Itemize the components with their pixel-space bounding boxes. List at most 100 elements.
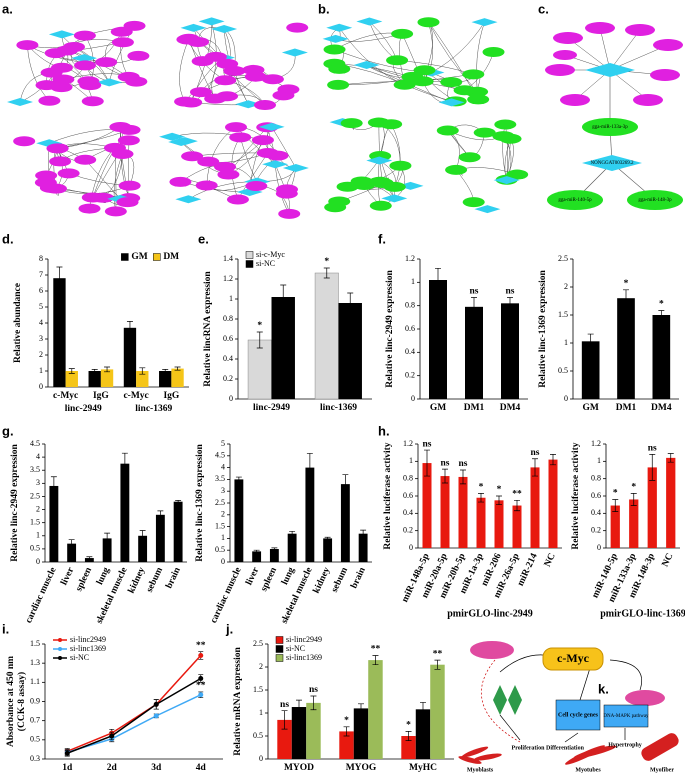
- bar: [65, 371, 78, 387]
- y-tick-label: 0: [229, 394, 233, 403]
- mirna-node: [118, 180, 141, 191]
- significance-label: ns: [648, 444, 657, 454]
- bar: [647, 467, 657, 548]
- panel-label: k.: [598, 681, 609, 696]
- mirna-node: [386, 55, 409, 66]
- error-bar: [306, 453, 313, 483]
- legend-swatch: [58, 656, 62, 660]
- mirna-node: [117, 71, 140, 82]
- mirna-node: [46, 143, 69, 154]
- bar: [234, 479, 244, 562]
- cells: [458, 733, 679, 765]
- x-tick-label: DM4: [500, 403, 521, 413]
- panel-label: b.: [318, 1, 330, 16]
- mirna-node: [380, 119, 403, 130]
- mirna-node: [40, 67, 63, 78]
- significance-label: ns: [506, 287, 515, 297]
- point: [109, 733, 115, 739]
- error-bar: [442, 468, 448, 484]
- y-tick-label: 0.8: [405, 300, 415, 309]
- y-tick-label: 1: [411, 277, 415, 286]
- mirna-node: [547, 190, 603, 210]
- significance-label: *: [344, 716, 349, 726]
- mirna-node: [117, 135, 140, 146]
- y-tick-label: 0.5: [30, 544, 40, 553]
- error-bar: [271, 547, 278, 551]
- networks: [7, 17, 529, 219]
- mirna-node: [371, 178, 394, 189]
- bar: [358, 533, 368, 562]
- error-bar: [532, 458, 538, 477]
- y-tick-label: 1.2: [405, 254, 415, 263]
- x-tick-label: liver: [59, 565, 76, 587]
- mirna-node: [506, 169, 529, 180]
- mirna-node: [181, 151, 204, 162]
- mirna-node: [224, 122, 247, 133]
- x-tick-label: GM: [582, 403, 598, 413]
- y-tick-label: 1: [597, 456, 601, 465]
- x-tick-label: 4d: [196, 763, 207, 773]
- error-bar: [289, 530, 296, 537]
- error-bar: [649, 454, 656, 481]
- y-tick-label: 3.5: [215, 474, 225, 483]
- mirna-node: [336, 181, 359, 192]
- error-bar: [174, 366, 181, 371]
- bar: [339, 731, 354, 759]
- y-axis-label: Relative luciferase activity: [383, 442, 393, 549]
- y-tick-label: 0: [564, 394, 568, 403]
- y-tick-label: 0.8: [591, 473, 601, 482]
- significance-label: ns: [423, 439, 432, 449]
- significance-label: ns: [280, 700, 289, 710]
- lnc-node: [7, 98, 34, 107]
- bar: [173, 501, 183, 562]
- mirna-node: [35, 170, 58, 181]
- lnc-node: [381, 194, 408, 203]
- lnc-node: [582, 155, 642, 171]
- edge: [431, 22, 485, 73]
- legend-label: si-linc2949: [286, 635, 322, 644]
- y-tick-label: 1.5: [558, 310, 568, 319]
- y-axis-label: Relative linc-1369 expression: [195, 444, 205, 562]
- x-axis-label: pmirGLO-linc-2949: [447, 608, 533, 619]
- y-tick-label: 1: [229, 294, 233, 303]
- y-tick-label: 4: [39, 318, 43, 327]
- mirna-node: [50, 82, 73, 93]
- x-tick-label: sebum: [145, 566, 165, 594]
- error-bar: [281, 710, 288, 730]
- legend-label: DM: [163, 252, 179, 262]
- bar: [136, 371, 149, 387]
- error-bar: [471, 297, 477, 317]
- y-tick-label: 1.1: [30, 677, 40, 686]
- legend-swatch: [275, 654, 284, 662]
- lnc-node: [471, 18, 498, 27]
- error-bar: [507, 297, 513, 310]
- legend-label: si-NC: [286, 644, 305, 653]
- bar: [53, 278, 66, 387]
- line: [67, 694, 202, 754]
- bar: [629, 499, 639, 548]
- point: [198, 692, 204, 698]
- error-bar: [514, 499, 520, 512]
- x-tick-label: NC: [543, 552, 558, 569]
- x-tick-label: liver: [244, 565, 261, 587]
- error-bar: [162, 369, 169, 373]
- node-label: NONGGAT003269.2: [591, 161, 634, 166]
- y-tick-label: 0: [36, 557, 40, 566]
- x-tick-label: 3d: [151, 763, 162, 773]
- y-axis-label: Relative linc-1369 expression: [538, 270, 548, 388]
- bar: [581, 341, 600, 399]
- mirna-node: [78, 203, 101, 214]
- y-axis-label: Relative linc-2949 expression: [10, 444, 20, 562]
- y-tick-label: 2.5: [253, 639, 263, 648]
- y-tick-label: 0.4: [405, 347, 415, 356]
- y-tick-label: 1.5: [253, 685, 263, 694]
- mirna-node: [16, 40, 39, 51]
- mirna-node: [393, 79, 416, 90]
- y-axis-label: Absorbance at 450 nm: [6, 656, 16, 747]
- legend-label: si-linc1369: [70, 644, 106, 653]
- bar: [155, 514, 165, 562]
- mirna-node: [261, 74, 284, 85]
- mirna-node: [109, 122, 132, 133]
- edge: [369, 21, 398, 61]
- point: [153, 701, 159, 707]
